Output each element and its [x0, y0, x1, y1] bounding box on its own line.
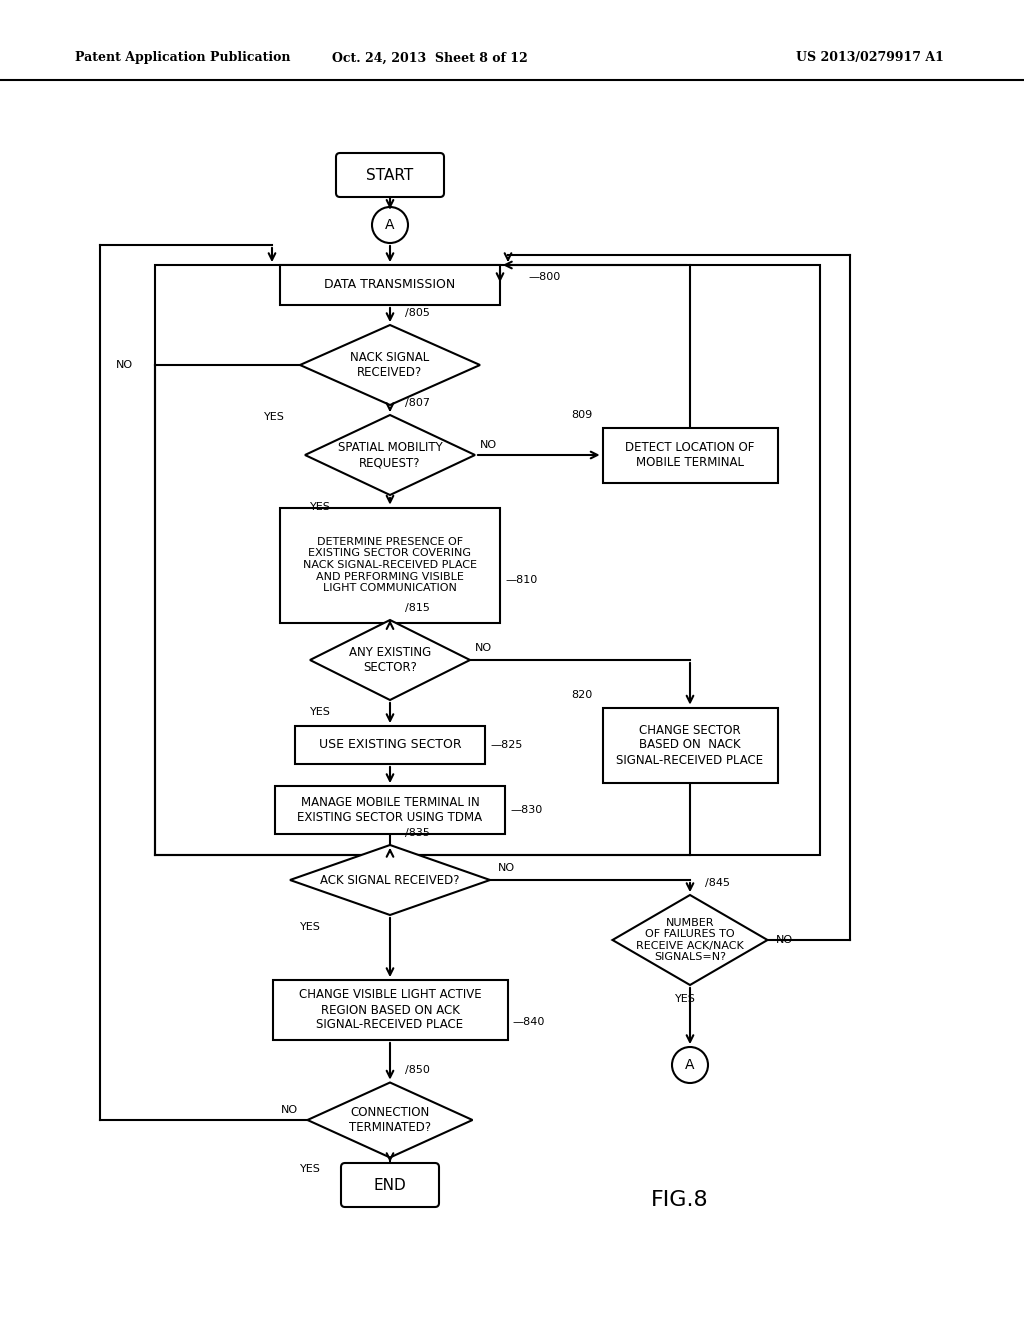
Text: —840: —840 [512, 1016, 545, 1027]
Text: YES: YES [264, 412, 285, 422]
Text: US 2013/0279917 A1: US 2013/0279917 A1 [796, 51, 944, 65]
Text: YES: YES [300, 921, 321, 932]
Bar [280, 507, 500, 623]
Text: DATA TRANSMISSION: DATA TRANSMISSION [325, 279, 456, 292]
Text: MANAGE MOBILE TERMINAL IN
EXISTING SECTOR USING TDMA: MANAGE MOBILE TERMINAL IN EXISTING SECTO… [297, 796, 482, 824]
Text: /850: /850 [406, 1065, 430, 1076]
Bar [275, 785, 505, 834]
Text: NO: NO [116, 360, 133, 370]
Text: —825: —825 [490, 741, 522, 750]
Text: NUMBER
OF FAILURES TO
RECEIVE ACK/NACK
SIGNALS=N?: NUMBER OF FAILURES TO RECEIVE ACK/NACK S… [636, 917, 743, 962]
Bar [280, 265, 500, 305]
Text: 809: 809 [571, 411, 593, 421]
Text: YES: YES [675, 994, 695, 1005]
Text: NO: NO [475, 643, 493, 653]
Polygon shape [307, 1082, 472, 1158]
Text: A: A [385, 218, 394, 232]
Bar [272, 979, 508, 1040]
Polygon shape [290, 845, 490, 915]
Bar [602, 428, 777, 483]
Text: DETERMINE PRESENCE OF
EXISTING SECTOR COVERING
NACK SIGNAL-RECEIVED PLACE
AND PE: DETERMINE PRESENCE OF EXISTING SECTOR CO… [303, 537, 477, 593]
FancyBboxPatch shape [336, 153, 444, 197]
Text: —830: —830 [510, 805, 543, 814]
Bar [602, 708, 777, 783]
Circle shape [372, 207, 408, 243]
Text: NACK SIGNAL
RECEIVED?: NACK SIGNAL RECEIVED? [350, 351, 430, 379]
Text: CONNECTION
TERMINATED?: CONNECTION TERMINATED? [349, 1106, 431, 1134]
Polygon shape [305, 414, 475, 495]
Polygon shape [612, 895, 768, 985]
Text: —800: —800 [528, 272, 560, 282]
Bar [155, 265, 820, 855]
Text: /815: /815 [406, 603, 430, 612]
Text: YES: YES [309, 708, 331, 717]
Polygon shape [310, 620, 470, 700]
Text: CHANGE VISIBLE LIGHT ACTIVE
REGION BASED ON ACK
SIGNAL-RECEIVED PLACE: CHANGE VISIBLE LIGHT ACTIVE REGION BASED… [299, 989, 481, 1031]
Text: 820: 820 [571, 690, 593, 701]
Text: YES: YES [309, 502, 331, 512]
Text: Oct. 24, 2013  Sheet 8 of 12: Oct. 24, 2013 Sheet 8 of 12 [332, 51, 528, 65]
Text: START: START [367, 168, 414, 182]
Text: /845: /845 [705, 878, 730, 888]
Text: NO: NO [480, 440, 497, 450]
Text: /835: /835 [406, 828, 430, 838]
Text: A: A [685, 1059, 694, 1072]
Text: —810: —810 [505, 576, 538, 585]
Text: NO: NO [498, 863, 515, 873]
Text: DETECT LOCATION OF
MOBILE TERMINAL: DETECT LOCATION OF MOBILE TERMINAL [626, 441, 755, 469]
Text: CHANGE SECTOR
BASED ON  NACK
SIGNAL-RECEIVED PLACE: CHANGE SECTOR BASED ON NACK SIGNAL-RECEI… [616, 723, 764, 767]
Text: SPATIAL MOBILITY
REQUEST?: SPATIAL MOBILITY REQUEST? [338, 441, 442, 469]
Text: USE EXISTING SECTOR: USE EXISTING SECTOR [318, 738, 462, 751]
Text: NO: NO [775, 935, 793, 945]
Text: /805: /805 [406, 308, 430, 318]
Text: ACK SIGNAL RECEIVED?: ACK SIGNAL RECEIVED? [321, 874, 460, 887]
Text: ANY EXISTING
SECTOR?: ANY EXISTING SECTOR? [349, 645, 431, 675]
Text: FIG.8: FIG.8 [651, 1191, 709, 1210]
Bar [295, 726, 485, 764]
Text: YES: YES [300, 1164, 321, 1175]
Text: NO: NO [281, 1105, 298, 1115]
FancyBboxPatch shape [341, 1163, 439, 1206]
Circle shape [672, 1047, 708, 1082]
Text: Patent Application Publication: Patent Application Publication [75, 51, 291, 65]
Text: END: END [374, 1177, 407, 1192]
Polygon shape [300, 325, 480, 405]
Text: /807: /807 [406, 399, 430, 408]
